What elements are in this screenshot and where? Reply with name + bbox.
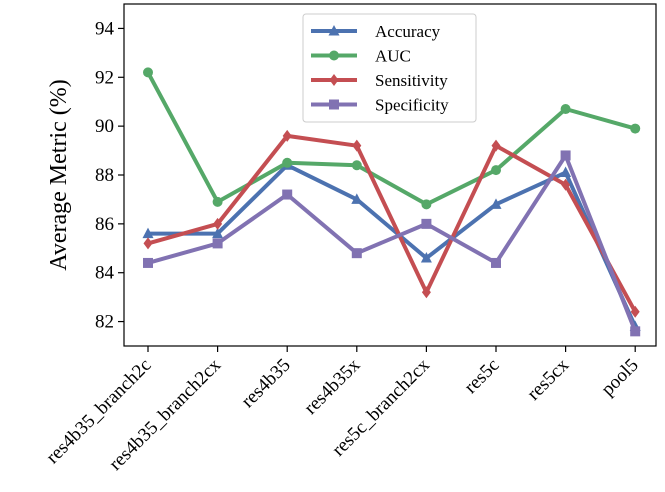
- data-point: [351, 193, 363, 204]
- data-point: [491, 139, 501, 152]
- legend-marker: [329, 74, 339, 86]
- data-point: [143, 67, 153, 78]
- legend-item: AUC: [311, 47, 411, 66]
- series-line: [146, 70, 638, 207]
- series-sensitivity: [143, 129, 640, 318]
- data-point: [560, 104, 571, 115]
- legend-label: Sensitivity: [375, 71, 448, 90]
- data-point: [143, 237, 153, 250]
- y-axis: 82 84 86 88 90 92 94: [95, 18, 124, 333]
- legend-item: Accuracy: [311, 22, 441, 41]
- y-tick-label: 90: [95, 116, 114, 137]
- data-point: [142, 227, 154, 239]
- series-line: [146, 133, 638, 314]
- data-point: [282, 189, 293, 200]
- legend: Accuracy AUC Sensitivity Specificity: [302, 13, 477, 123]
- data-point: [630, 305, 640, 318]
- series-specificity: [143, 150, 641, 337]
- data-point: [561, 178, 571, 191]
- y-tick-label: 84: [95, 263, 115, 284]
- data-point: [630, 123, 641, 134]
- y-tick-label: 86: [95, 214, 114, 235]
- legend-marker: [329, 99, 339, 110]
- legend-item: Sensitivity: [311, 71, 448, 90]
- data-point: [212, 238, 223, 249]
- data-point: [213, 217, 223, 230]
- legend-label: AUC: [375, 47, 411, 66]
- data-point: [212, 227, 224, 239]
- data-point: [560, 166, 572, 178]
- data-point: [630, 326, 641, 337]
- x-tick-label: res5cx: [523, 354, 573, 404]
- legend-box: [302, 13, 477, 123]
- x-tick-label: res5c: [460, 355, 503, 398]
- legend-marker: [328, 25, 340, 36]
- legend-marker: [329, 50, 339, 61]
- data-point: [421, 286, 431, 299]
- data-point: [351, 160, 362, 171]
- data-point: [143, 257, 153, 268]
- data-point: [352, 139, 362, 152]
- x-tick-label: res4b35x: [300, 354, 364, 418]
- data-point: [420, 252, 432, 263]
- data-point: [282, 157, 293, 168]
- series-layer: [142, 67, 641, 337]
- data-point: [490, 198, 502, 209]
- y-tick-label: 82: [95, 312, 114, 333]
- x-tick-label: res4b35: [237, 355, 294, 412]
- data-point: [421, 218, 432, 229]
- data-point: [351, 248, 362, 259]
- data-point: [491, 165, 501, 176]
- y-tick-label: 94: [95, 18, 115, 39]
- y-tick-label: 92: [95, 67, 114, 88]
- series-line: [146, 153, 638, 334]
- series-auc: [143, 67, 641, 210]
- legend-item: Specificity: [311, 96, 449, 115]
- data-point: [282, 129, 292, 142]
- x-tick-label: pool5: [597, 355, 642, 400]
- legend-label: Specificity: [375, 96, 449, 115]
- data-point: [212, 196, 223, 207]
- data-point: [560, 150, 571, 161]
- y-tick-label: 88: [95, 165, 114, 186]
- y-axis-label: Average Metric (%): [46, 79, 72, 270]
- data-point: [491, 257, 501, 268]
- data-point: [421, 199, 432, 210]
- legend-label: Accuracy: [375, 22, 441, 41]
